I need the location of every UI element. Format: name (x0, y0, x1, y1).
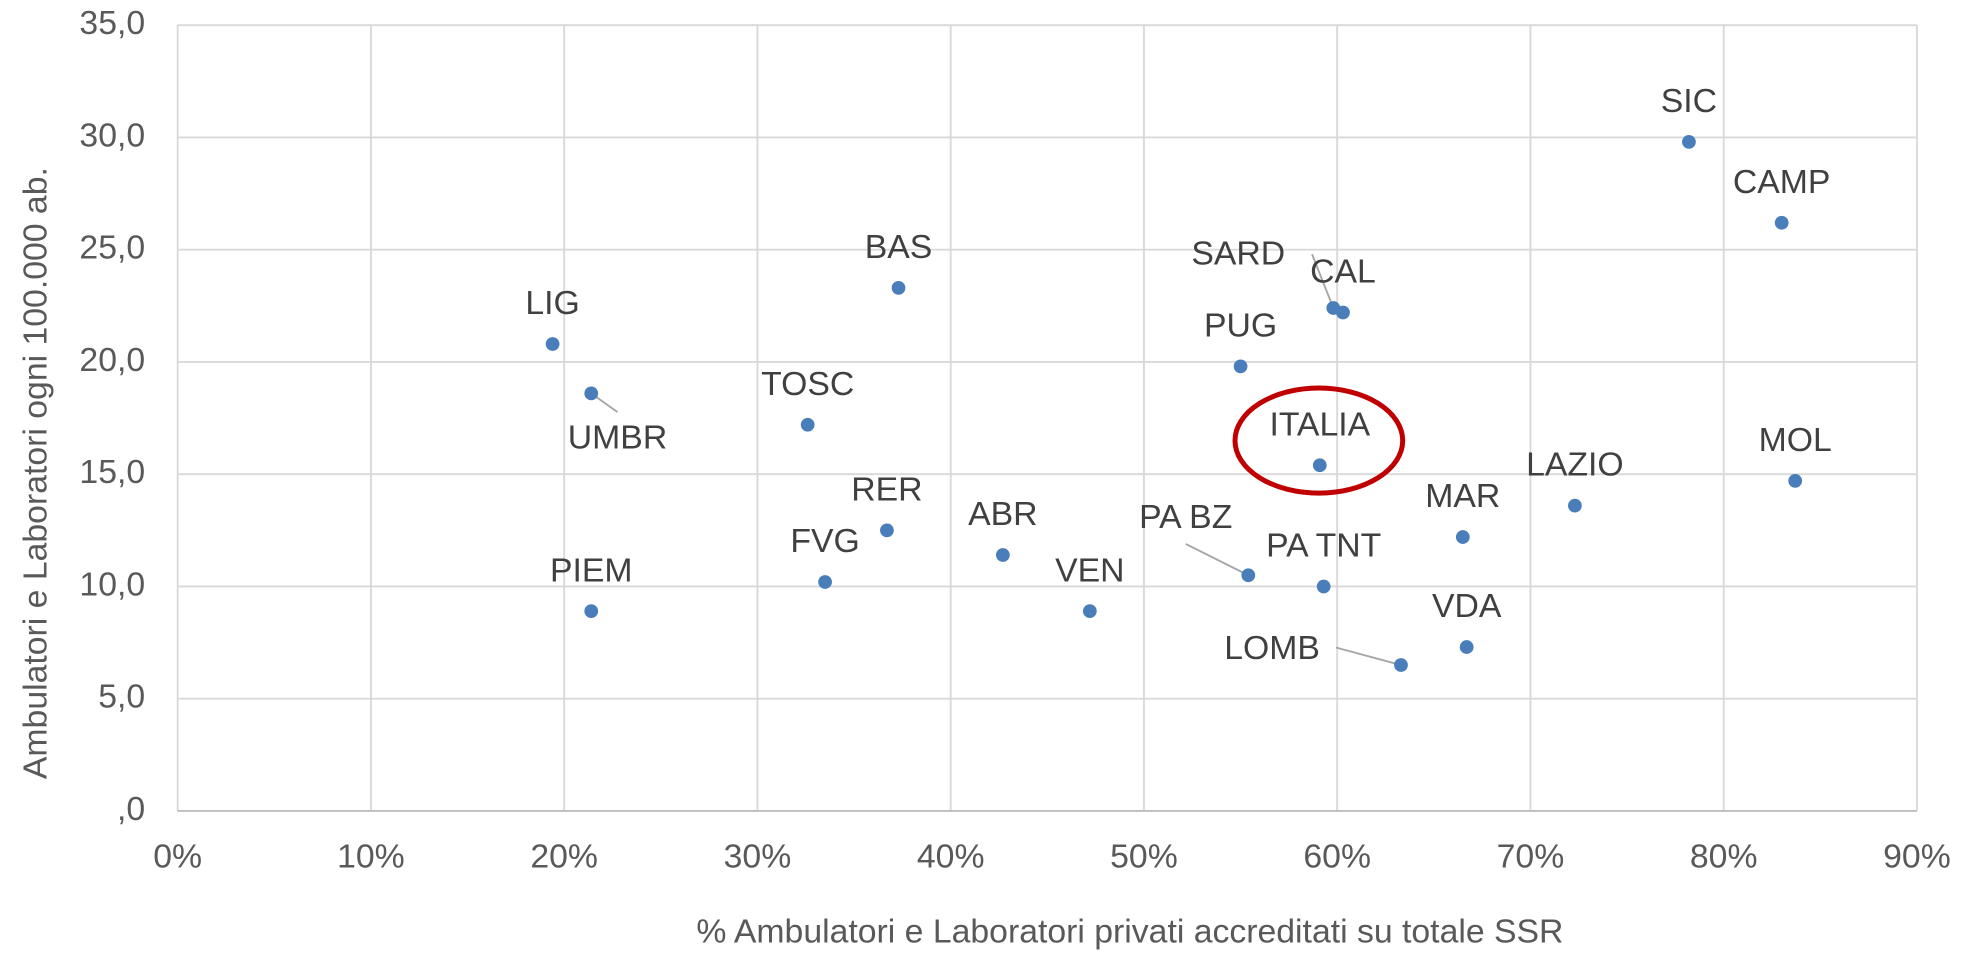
point (1233, 359, 1248, 374)
point-label: LOMB (1224, 629, 1320, 667)
x-axis-title: % Ambulatori e Laboratori privati accred… (696, 913, 1563, 951)
x-tick-label: 30% (724, 837, 792, 875)
point-label: UMBR (568, 419, 667, 457)
leader-line (1311, 253, 1335, 309)
x-tick-label: 50% (1110, 837, 1178, 875)
y-tick-label: 10,0 (79, 565, 145, 603)
point (818, 575, 832, 589)
point (995, 548, 1010, 562)
point-label: ITALIA (1269, 405, 1370, 443)
y-axis-title: Ambulatori e Laboratori ogni 100.000 ab. (16, 167, 54, 779)
point-label: PUG (1204, 307, 1277, 345)
point (1682, 135, 1696, 149)
point-label: TOSC (761, 365, 854, 403)
point (1459, 640, 1474, 654)
x-tick-label: 0% (153, 837, 202, 875)
point-label: CAL (1310, 253, 1376, 291)
point-label: PA BZ (1139, 498, 1232, 536)
y-tick-label: 5,0 (98, 678, 145, 716)
point (1241, 568, 1256, 583)
point-label: PIEM (550, 551, 633, 589)
x-tick-label: 80% (1690, 837, 1758, 875)
y-tick-label: 15,0 (79, 453, 145, 491)
point-label: CAMP (1733, 163, 1831, 201)
point-label: VDA (1432, 587, 1502, 625)
point (891, 280, 906, 295)
point (1394, 658, 1408, 672)
point (800, 417, 815, 432)
point (1788, 474, 1803, 488)
x-tick-label: 60% (1303, 837, 1371, 875)
point-label: MAR (1425, 477, 1500, 515)
leader-line (1185, 543, 1249, 577)
point-label: RER (851, 470, 922, 508)
y-tick-label: 30,0 (79, 116, 145, 154)
point-label: LIG (525, 284, 579, 322)
point (1455, 530, 1470, 544)
point-label: ABR (968, 495, 1037, 533)
point-label: FVG (790, 522, 859, 560)
x-tick-label: 70% (1497, 837, 1565, 875)
point (1568, 498, 1582, 513)
point (1312, 458, 1327, 473)
point-label: PA TNT (1266, 527, 1381, 565)
point-label: VEN (1055, 551, 1124, 589)
point (584, 386, 599, 401)
x-tick-label: 20% (530, 837, 598, 875)
x-tick-label: 40% (917, 837, 985, 875)
point (545, 337, 560, 351)
y-tick-label: ,0 (117, 790, 145, 828)
point (1082, 604, 1097, 619)
y-tick-label: 25,0 (79, 229, 145, 267)
point (1336, 305, 1350, 320)
point-label: MOL (1759, 421, 1832, 459)
point (584, 604, 599, 619)
point-label: BAS (865, 228, 933, 266)
point (1316, 579, 1331, 594)
point-label: LAZIO (1526, 446, 1624, 484)
leader-line (1335, 646, 1402, 666)
y-tick-label: 35,0 (79, 4, 145, 42)
point (1774, 215, 1789, 230)
highlight-ellipse (1232, 385, 1406, 496)
point-label: SIC (1661, 82, 1717, 120)
x-tick-label: 90% (1883, 837, 1951, 875)
y-tick-label: 20,0 (79, 341, 145, 379)
point-label: SARD (1191, 234, 1285, 272)
point (880, 523, 894, 538)
x-tick-label: 10% (337, 837, 405, 875)
